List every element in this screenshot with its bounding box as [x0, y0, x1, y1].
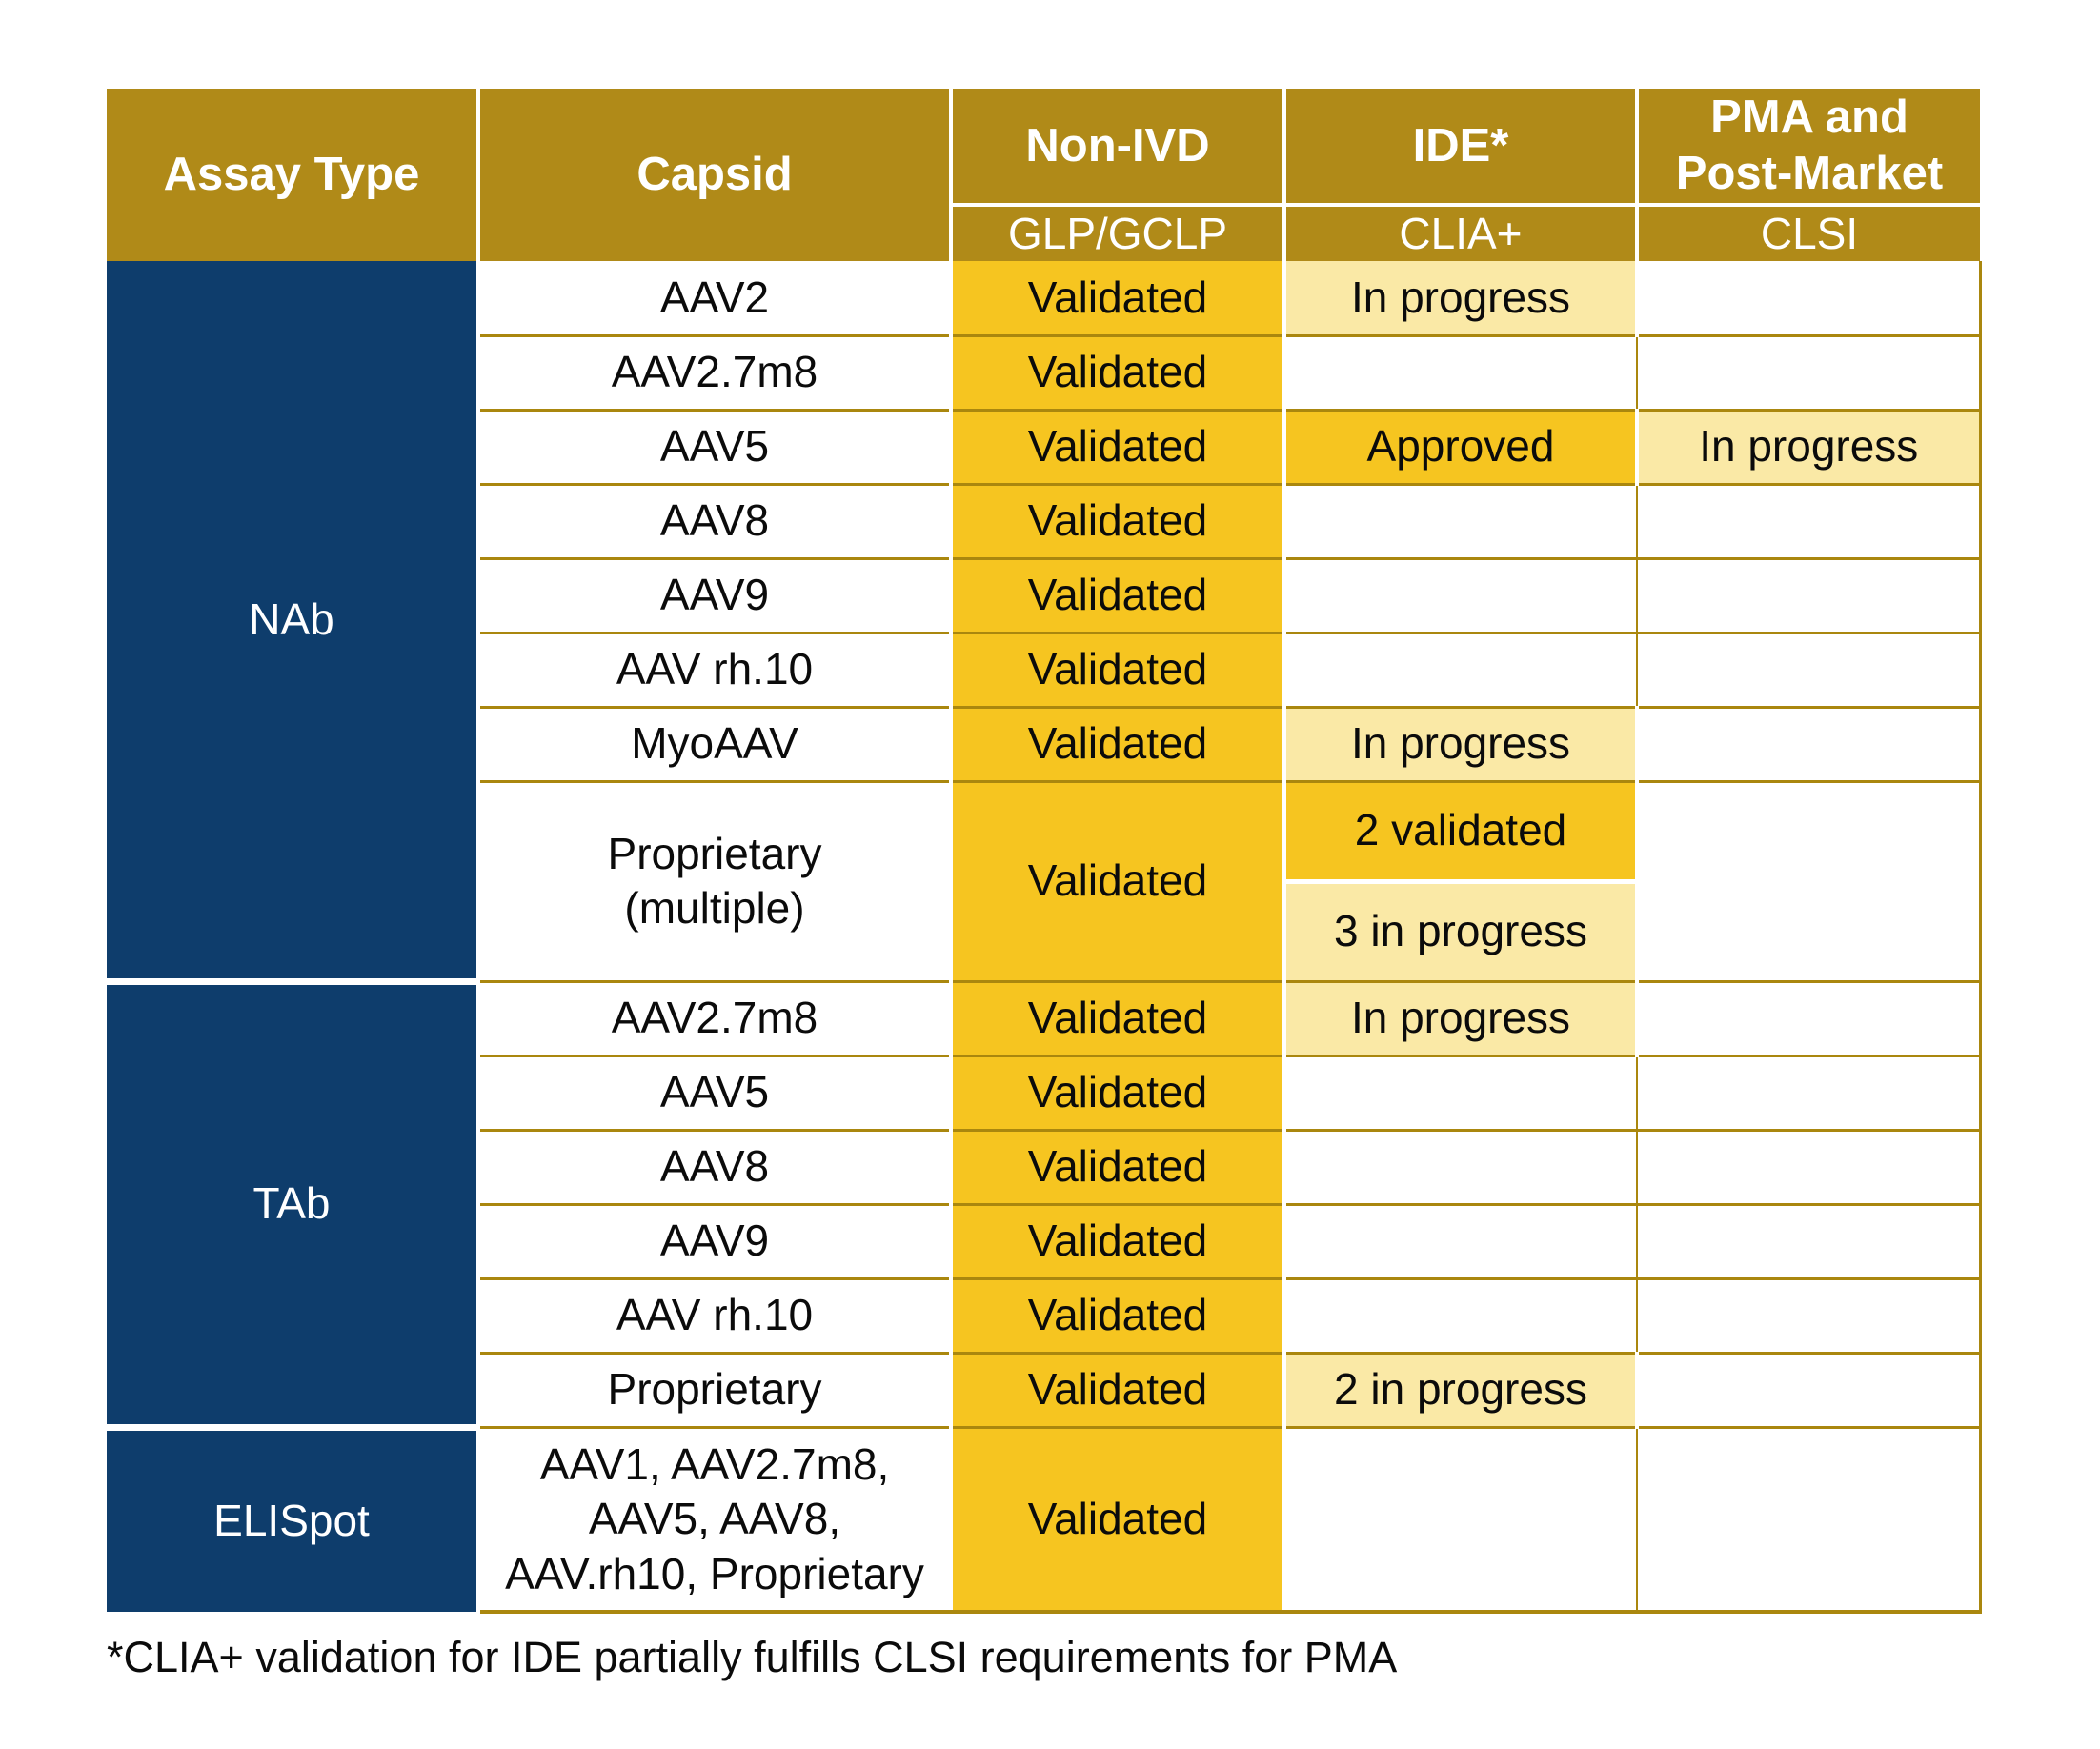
status-cell-empty	[1636, 482, 1982, 560]
header-pma-line2: Post-Market	[1675, 148, 1944, 199]
status-cell-empty	[1636, 979, 1982, 1057]
status-cell-validated: Validated	[949, 1054, 1286, 1132]
status-cell-empty	[1283, 1425, 1638, 1614]
capsid-cell: MyoAAV	[477, 705, 952, 783]
status-cell-empty	[1636, 1351, 1982, 1429]
capsid-cell: AAV rh.10	[477, 631, 952, 709]
header-pma-line1: PMA and	[1710, 91, 1908, 144]
capsid-cell: AAV rh.10	[477, 1277, 952, 1355]
status-cell-validated: Validated	[949, 408, 1286, 486]
capsid-cell: AAV8	[477, 482, 952, 560]
status-cell-empty	[1636, 1277, 1982, 1355]
status-cell-empty	[1636, 1425, 1982, 1614]
status-cell-validated: Validated	[949, 1202, 1286, 1280]
status-cell-empty	[1283, 333, 1638, 412]
subheader-clsi: CLSI	[1635, 203, 1980, 261]
capsid-cell: AAV2.7m8	[477, 979, 952, 1057]
capsid-cell: AAV1, AAV2.7m8, AAV5, AAV8, AAV.rh10, Pr…	[477, 1425, 952, 1614]
subheader-glp-gclp: GLP/GCLP	[949, 203, 1286, 261]
capsid-cell: AAV9	[477, 1202, 952, 1280]
capsid-cell: Proprietary	[477, 1351, 952, 1429]
status-cell-empty	[1636, 1128, 1982, 1206]
status-cell-empty	[1636, 556, 1982, 634]
status-cell-empty	[1283, 482, 1638, 560]
status-cell-empty	[1636, 1054, 1982, 1132]
capsid-line: AAV1, AAV2.7m8,	[539, 1438, 890, 1489]
assay-group-label-nab: NAb	[107, 261, 480, 981]
status-cell-validated: Validated	[949, 482, 1286, 560]
status-cell-in-progress: In progress	[1282, 261, 1639, 337]
capsid-line: AAV5, AAV8,	[588, 1494, 841, 1543]
status-cell-validated: Validated	[949, 1128, 1286, 1206]
capsid-cell: AAV2	[477, 261, 952, 337]
assay-group-label-elispot: ELISpot	[107, 1423, 480, 1612]
status-cell-validated: Validated	[949, 779, 1286, 983]
header-ide: IDE*	[1282, 89, 1639, 207]
status-cell-empty	[1283, 556, 1638, 634]
header-pma-post-market: PMA and Post-Market	[1635, 89, 1980, 207]
capsid-line: (multiple)	[624, 883, 805, 933]
status-cell-in-progress: In progress	[1282, 705, 1639, 783]
status-cell-empty	[1636, 1202, 1982, 1280]
status-cell-validated: Validated	[949, 1425, 1286, 1614]
status-cell-validated: Validated	[949, 333, 1286, 412]
status-cell-empty	[1283, 631, 1638, 709]
footnote-clia-clsi: *CLIA+ validation for IDE partially fulf…	[107, 1633, 1398, 1681]
capsid-cell: Proprietary (multiple)	[477, 779, 952, 983]
capsid-cell: AAV5	[477, 1054, 952, 1132]
status-cell-2-validated: 2 validated	[1282, 779, 1639, 884]
status-cell-empty	[1636, 631, 1982, 709]
assay-validation-table: Assay Type Capsid Non-IVD IDE* PMA and P…	[107, 89, 1982, 1614]
status-cell-empty	[1636, 779, 1982, 983]
assay-group-label-tab: TAb	[107, 977, 480, 1427]
capsid-line: Proprietary	[607, 828, 822, 878]
capsid-cell: AAV9	[477, 556, 952, 634]
status-cell-empty	[1636, 333, 1982, 412]
capsid-cell: AAV5	[477, 408, 952, 486]
capsid-cell: AAV2.7m8	[477, 333, 952, 412]
status-cell-validated: Validated	[949, 1277, 1286, 1355]
status-cell-empty	[1636, 261, 1982, 337]
status-cell-empty	[1283, 1054, 1638, 1132]
status-cell-empty	[1283, 1128, 1638, 1206]
status-cell-approved: Approved	[1282, 408, 1639, 486]
capsid-line: AAV.rh10, Proprietary	[505, 1548, 924, 1598]
status-cell-empty	[1283, 1202, 1638, 1280]
status-cell-validated: Validated	[949, 556, 1286, 634]
capsid-cell: AAV8	[477, 1128, 952, 1206]
status-cell-validated: Validated	[949, 631, 1286, 709]
status-cell-in-progress: In progress	[1282, 979, 1639, 1057]
header-assay-type: Assay Type	[107, 89, 480, 261]
header-capsid: Capsid	[476, 89, 953, 261]
status-cell-validated: Validated	[949, 979, 1286, 1057]
status-cell-empty	[1283, 1277, 1638, 1355]
status-cell-validated: Validated	[949, 261, 1286, 337]
header-non-ivd: Non-IVD	[949, 89, 1286, 207]
status-cell-3-in-progress: 3 in progress	[1282, 878, 1639, 983]
status-cell-validated: Validated	[949, 705, 1286, 783]
status-cell-in-progress: In progress	[1635, 408, 1982, 486]
status-cell-empty	[1636, 705, 1982, 783]
subheader-clia: CLIA+	[1282, 203, 1639, 261]
status-cell-validated: Validated	[949, 1351, 1286, 1429]
status-cell-2-in-progress: 2 in progress	[1282, 1351, 1639, 1429]
